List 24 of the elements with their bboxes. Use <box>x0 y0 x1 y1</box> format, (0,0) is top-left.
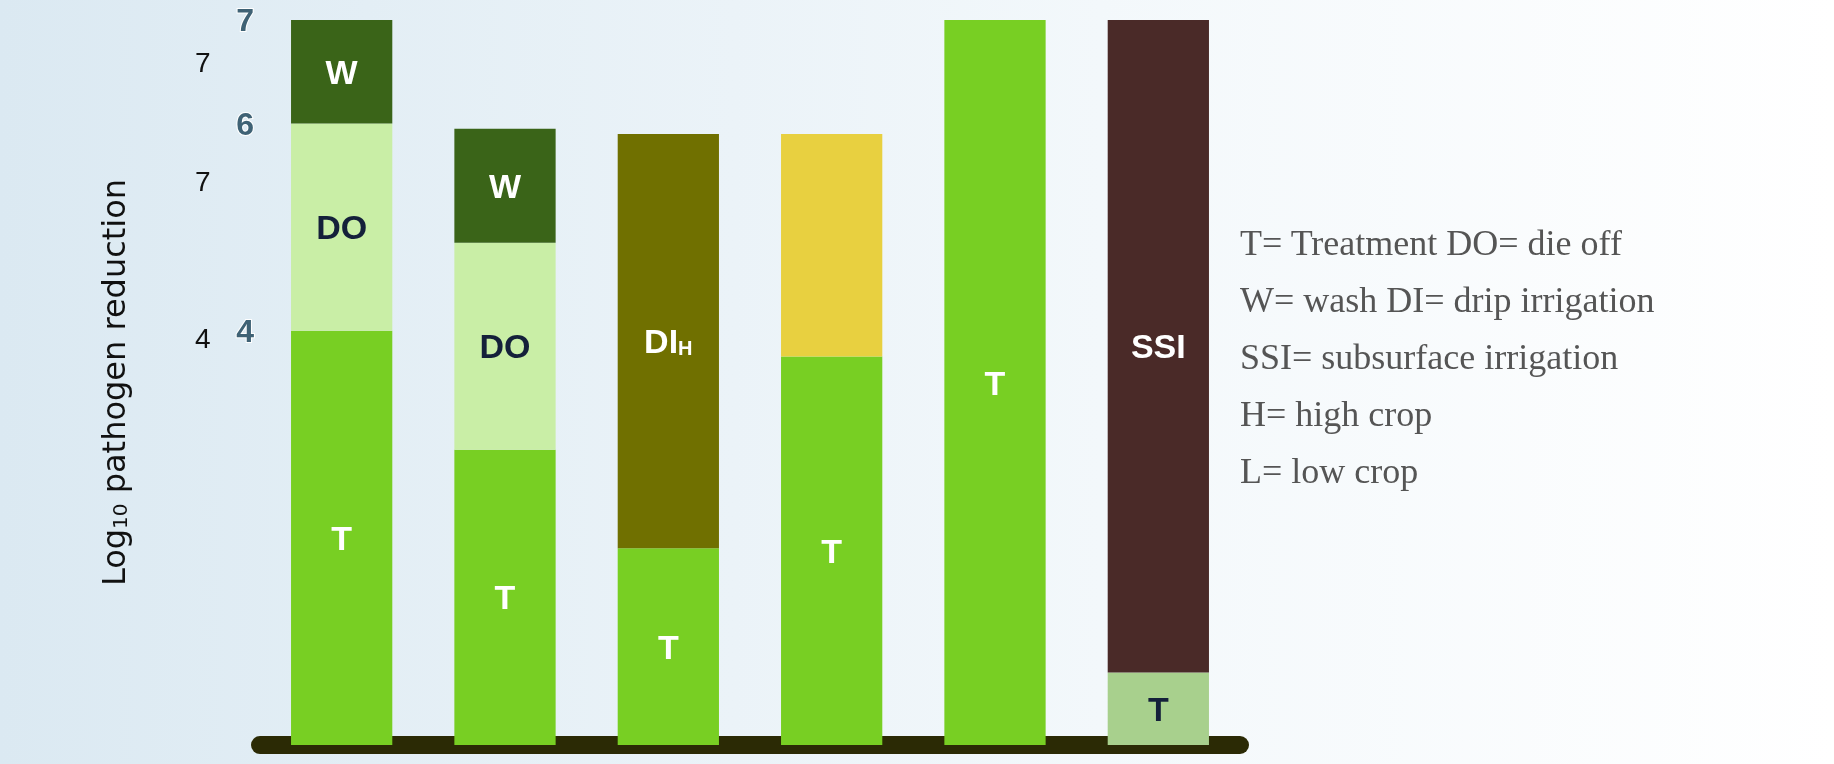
annotation: H= high crop <box>1240 394 1433 434</box>
annotation: L= low crop <box>1240 451 1419 491</box>
text: 7 <box>195 46 211 78</box>
y-axis-title: Log10 pathogen reduction <box>95 178 133 587</box>
text: T <box>331 518 353 557</box>
annotation: W= wash DI= drip irrigation <box>1240 280 1655 320</box>
text: 7 <box>195 165 211 197</box>
series-label: DIH <box>644 322 693 361</box>
series-label: DO <box>316 208 368 247</box>
series-label: W <box>325 52 359 91</box>
annotation: T= Treatment DO= die off <box>1240 223 1622 263</box>
y-tick-label: 7 <box>236 2 254 38</box>
text: T <box>657 627 679 666</box>
text: T <box>494 578 516 617</box>
annotation: SSI= subsurface irrigation <box>1240 337 1619 377</box>
y-tick-label: 4 <box>236 312 255 349</box>
series-label: T <box>1147 689 1169 728</box>
text: DO <box>479 327 531 366</box>
series-label: SSI <box>1130 327 1186 366</box>
text: T <box>821 531 843 570</box>
text: W <box>488 166 522 205</box>
text: T <box>984 363 1006 402</box>
y-tick-label: 6 <box>236 105 254 142</box>
text: 4 <box>195 322 211 354</box>
